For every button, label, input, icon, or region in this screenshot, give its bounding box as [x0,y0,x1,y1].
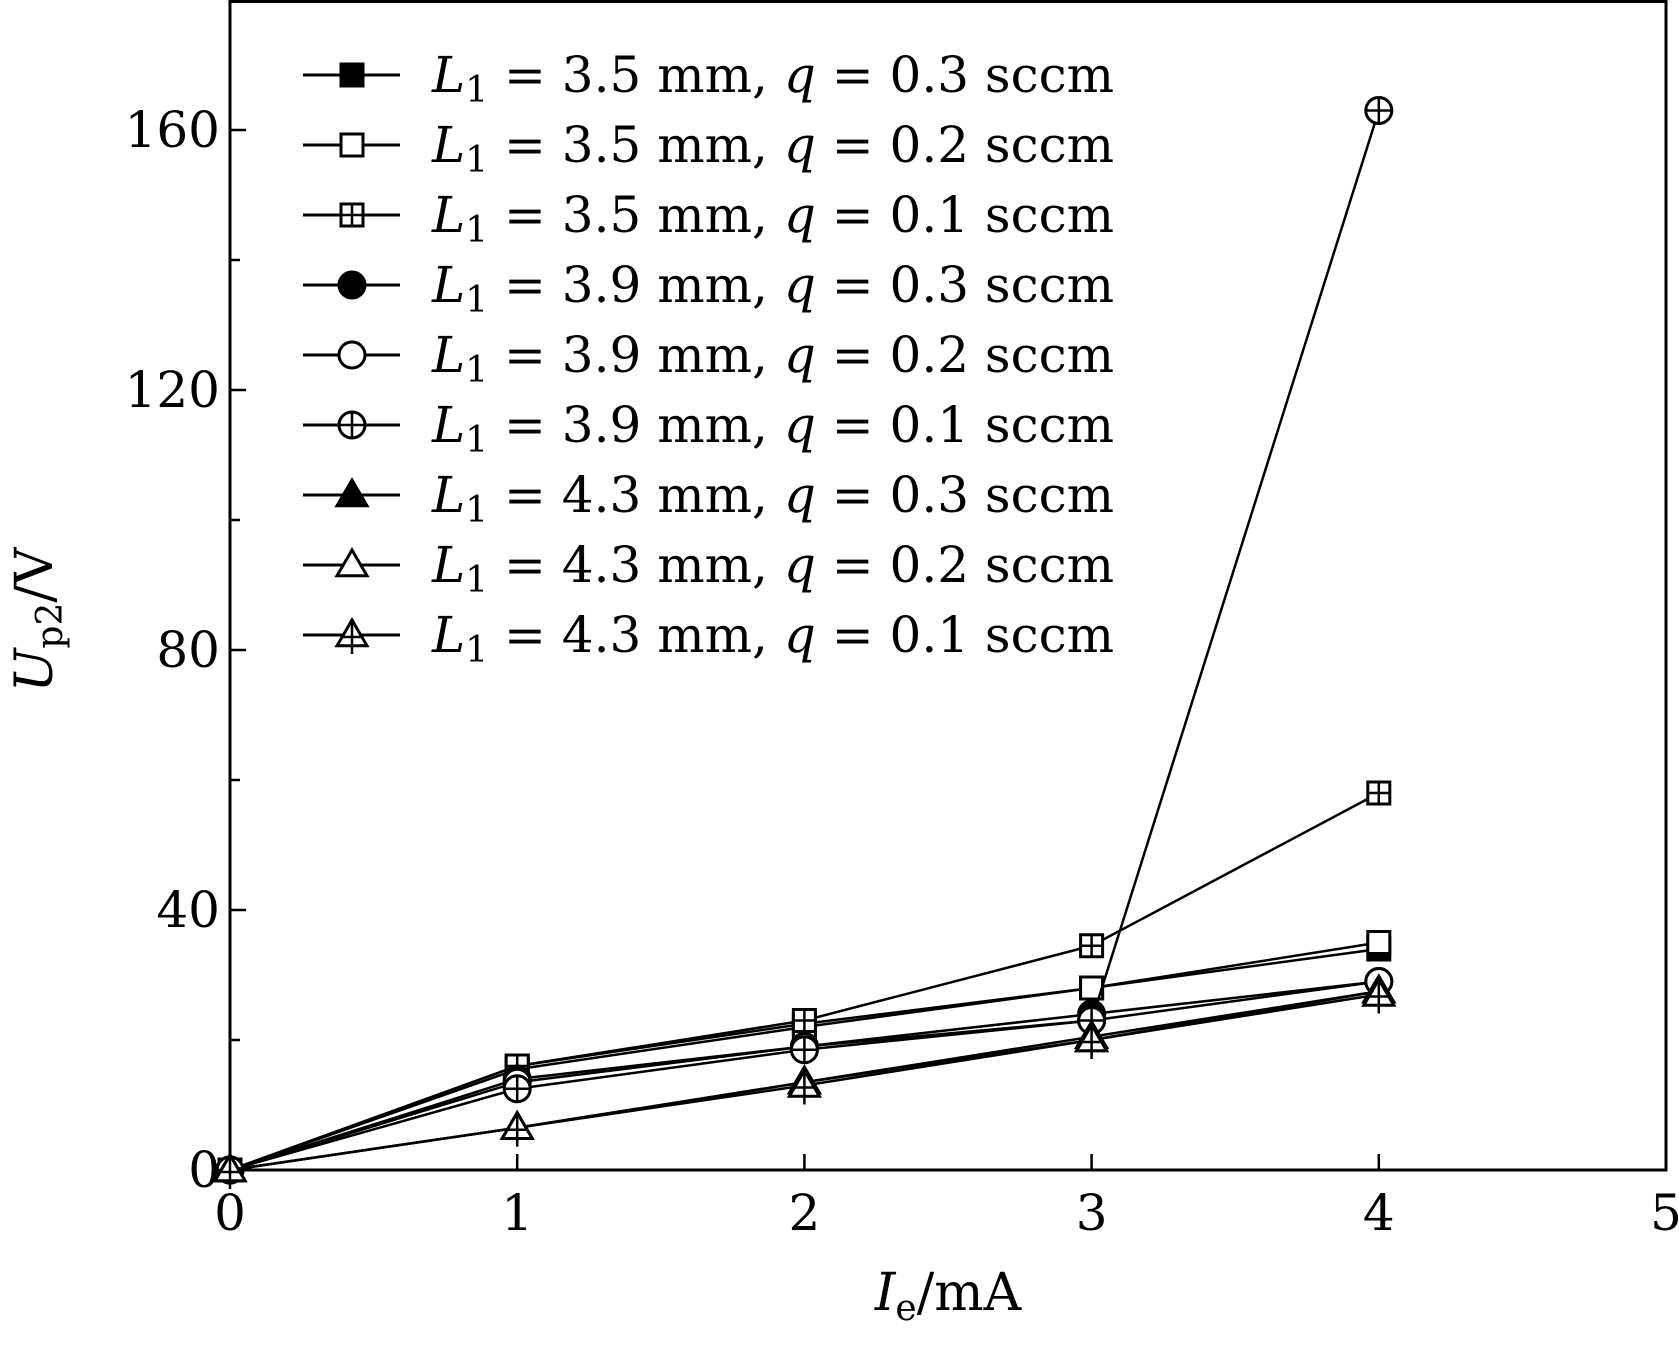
data-point [1361,976,1397,1014]
legend-label: L1 = 3.5 mm, q = 0.2 sccm [431,116,1114,181]
legend-entry: L1 = 4.3 mm, q = 0.3 sccm [303,466,1114,531]
legend-marker [337,410,367,440]
axes: 0 1 2 3 4 5 0 40 80 120 160 Ie/mA Up2/V [5,0,1679,1329]
y-tick-label: 120 [125,361,220,419]
series-line [229,791,1380,1172]
legend-entry: L1 = 3.9 mm, q = 0.1 sccm [303,396,1114,461]
legend-label: L1 = 3.9 mm, q = 0.3 sccm [431,256,1114,321]
y-tick-label: 160 [125,101,220,159]
data-point [1079,933,1105,959]
data-point [789,1035,819,1065]
y-tick-label: 40 [156,881,220,939]
legend-marker [339,132,365,158]
data-point [1073,1022,1110,1059]
data-point [1366,930,1392,955]
legend-entry: L1 = 3.5 mm, q = 0.3 sccm [303,46,1114,111]
legend-marker [339,202,365,228]
legend-entry: L1 = 3.9 mm, q = 0.2 sccm [303,326,1114,391]
legend-label: L1 = 3.9 mm, q = 0.1 sccm [431,396,1114,461]
x-tick-label: 4 [1363,1184,1395,1242]
x-tick-label: 0 [214,1184,246,1242]
legend-label: L1 = 4.3 mm, q = 0.2 sccm [431,536,1114,601]
legend-marker [334,477,370,508]
plot-frame [228,0,1668,1172]
legend-entry: L1 = 3.5 mm, q = 0.2 sccm [303,116,1114,181]
y-tick-label: 0 [188,1141,220,1199]
legend-marker [334,617,370,654]
legend-label: L1 = 3.5 mm, q = 0.1 sccm [431,186,1114,251]
legend-label: L1 = 3.5 mm, q = 0.3 sccm [431,46,1114,111]
marker-square [339,62,365,88]
legend-entry: L1 = 4.3 mm, q = 0.1 sccm [303,606,1114,671]
legend-entry: L1 = 4.3 mm, q = 0.2 sccm [303,536,1114,601]
legend-label: L1 = 3.9 mm, q = 0.2 sccm [431,326,1114,391]
series-9 [212,976,1397,1189]
series-3 [217,780,1392,1183]
legend-label: L1 = 4.3 mm, q = 0.1 sccm [431,606,1114,671]
marker-triangle [334,547,370,578]
legend-marker [337,270,367,300]
data-point [1364,96,1394,125]
x-tick-label: 1 [501,1184,533,1242]
marker-circle [337,270,367,300]
data-point [212,1152,248,1189]
data-point [499,1109,535,1147]
marker-square [1366,930,1392,955]
legend-marker [339,62,365,88]
x-axis-title: Ie/mA [874,1263,1023,1329]
y-axis-title: Up2/V [5,546,71,692]
legend-marker [334,547,370,578]
data-point [1366,780,1392,806]
legend-marker [337,340,367,370]
legend-entry: L1 = 3.9 mm, q = 0.3 sccm [303,256,1114,321]
data-point [786,1067,823,1105]
data-point [791,1008,817,1033]
marker-square [339,132,365,158]
marker-circle [337,340,367,370]
x-tick-label: 3 [1076,1184,1108,1242]
data-point [502,1074,532,1104]
legend-entry: L1 = 3.5 mm, q = 0.1 sccm [303,186,1114,251]
legend-label: L1 = 4.3 mm, q = 0.3 sccm [431,466,1114,531]
x-tick-label: 2 [788,1184,820,1242]
x-tick-label: 5 [1650,1184,1679,1242]
y-tick-label: 80 [156,621,220,679]
series-group [212,96,1397,1189]
marker-triangle [334,477,370,508]
